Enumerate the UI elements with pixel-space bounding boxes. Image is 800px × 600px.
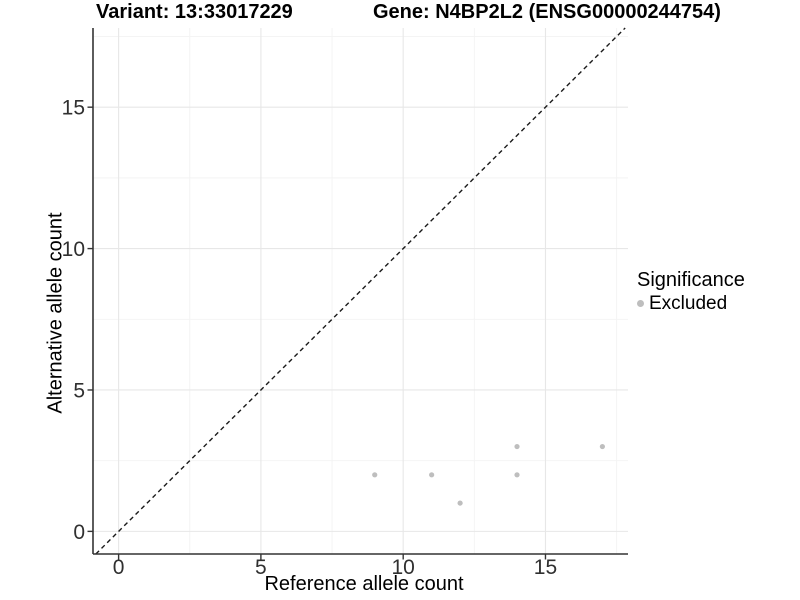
y-tick-label: 15 (62, 97, 85, 120)
y-tick-label: 0 (73, 521, 85, 544)
legend: Significance Excluded (637, 268, 745, 314)
legend-item-excluded: Excluded (637, 293, 745, 314)
gene-title: Gene: N4BP2L2 (ENSG00000244754) (373, 1, 721, 23)
x-tick-label: 15 (534, 556, 557, 579)
x-tick-label: 10 (392, 556, 415, 579)
y-tick-label: 5 (73, 379, 85, 402)
y-tick-label: 10 (62, 238, 85, 261)
data-point (514, 472, 520, 478)
legend-title: Significance (637, 269, 745, 291)
legend-key-dot-icon (637, 300, 644, 307)
data-point (514, 443, 520, 450)
data-point (372, 472, 378, 478)
x-axis-title: Reference allele count (264, 573, 464, 595)
y-axis-title: Alternative allele count (44, 212, 67, 414)
legend-item-label: Excluded (649, 293, 728, 314)
data-point (457, 500, 463, 506)
variant-title: Variant: 13:33017229 (96, 1, 293, 23)
identity-line (95, 27, 626, 555)
x-tick-label: 0 (113, 556, 125, 579)
data-point (429, 472, 435, 478)
data-point (599, 443, 605, 450)
x-tick-label: 5 (255, 556, 267, 579)
